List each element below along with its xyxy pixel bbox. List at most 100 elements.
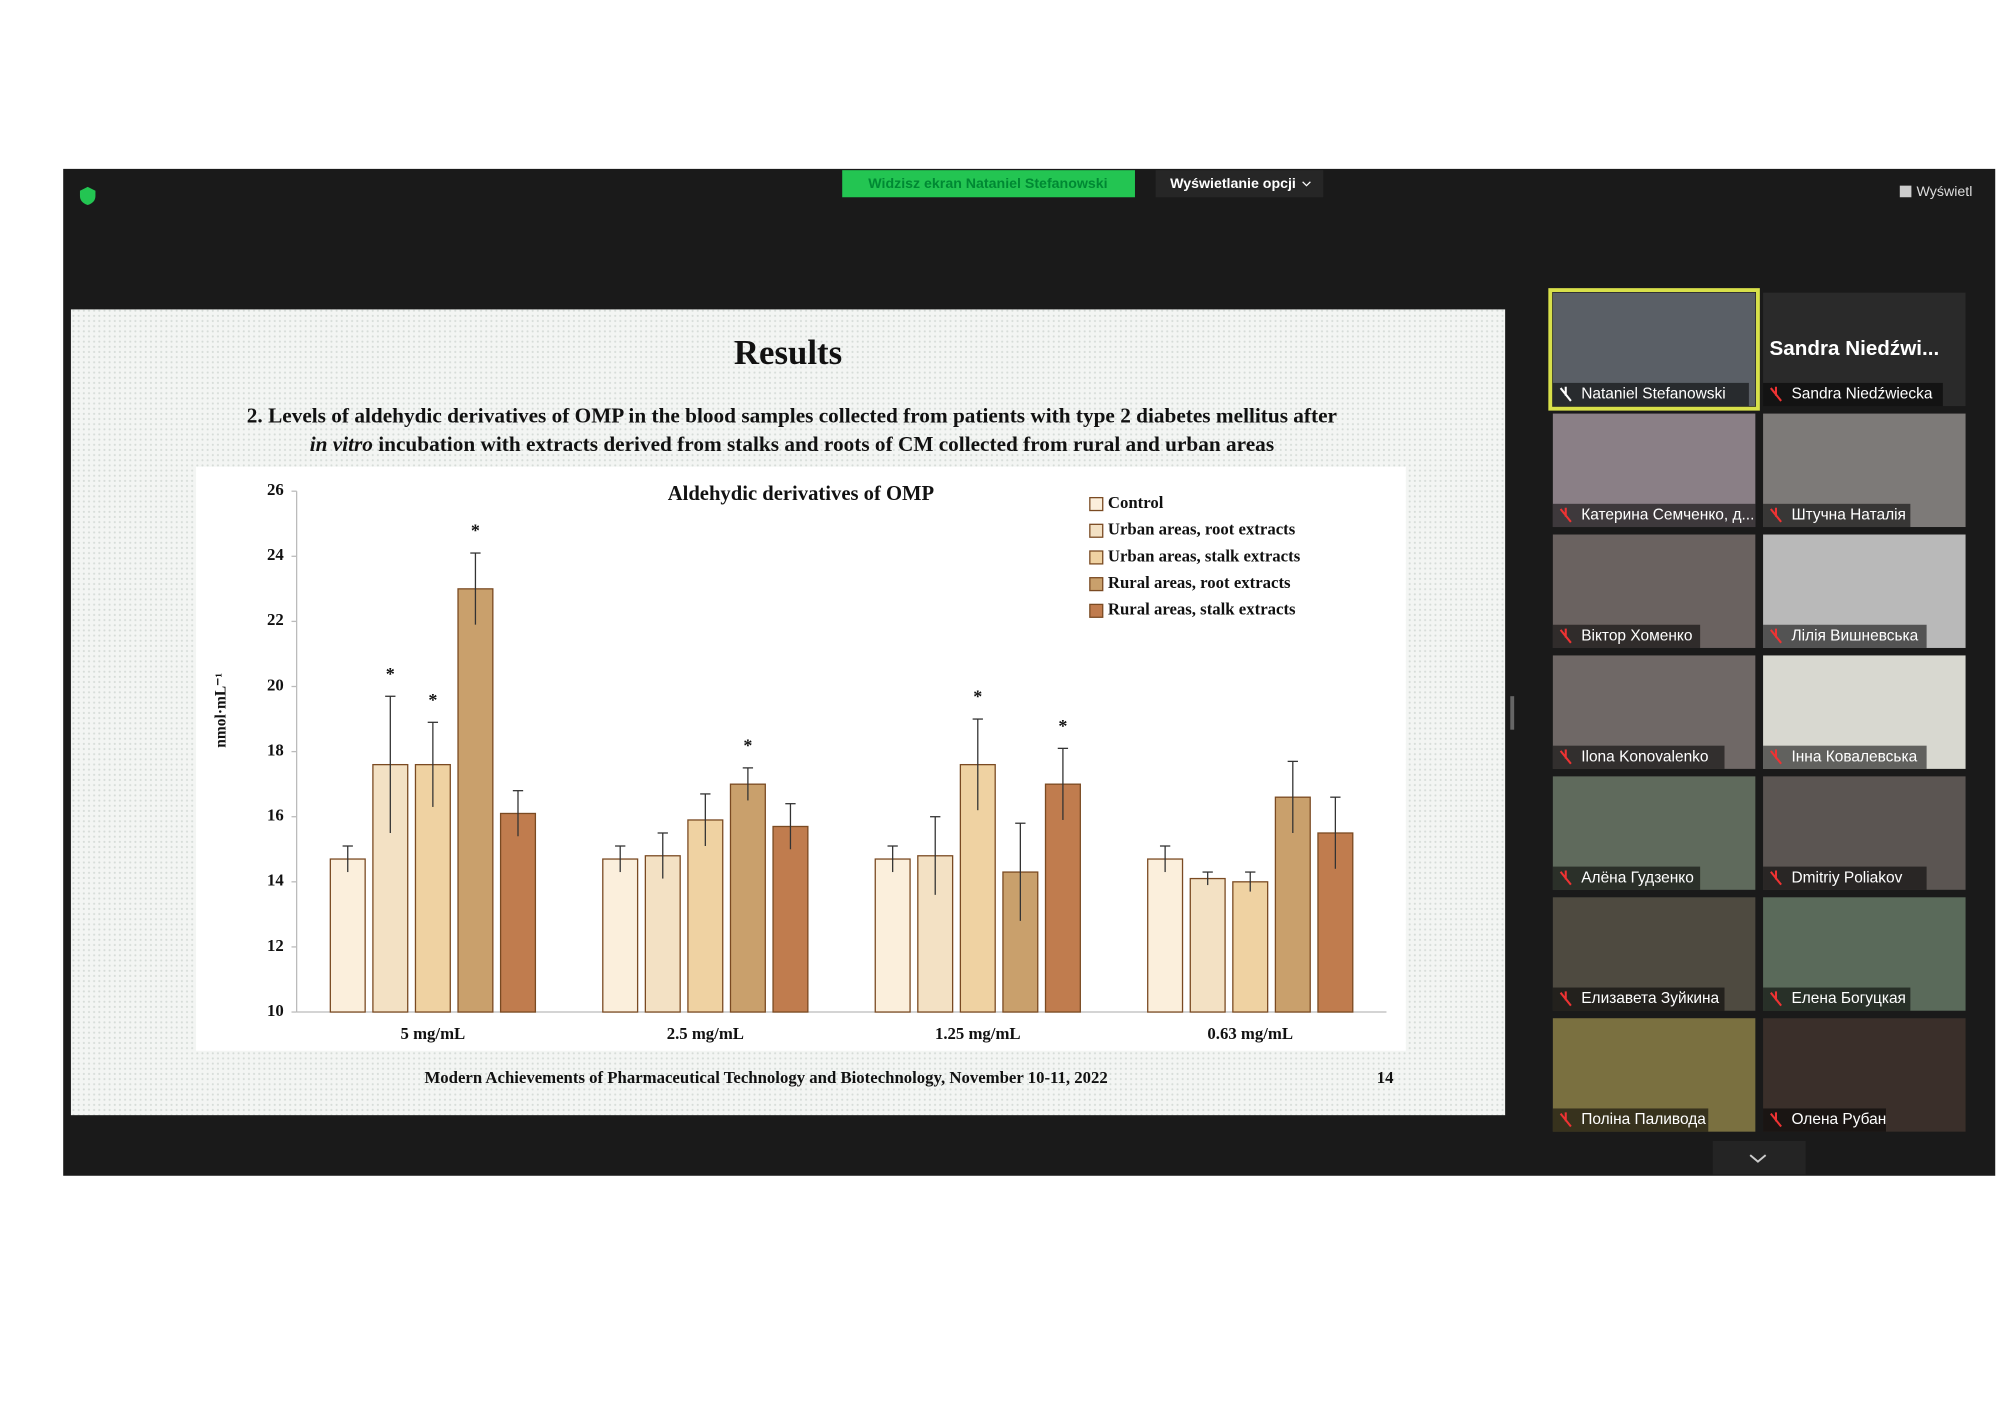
bar — [1189, 877, 1226, 1013]
pin-icon — [1559, 386, 1572, 402]
view-button[interactable]: Wyświetl — [1917, 184, 1973, 200]
security-icon — [79, 186, 96, 205]
participant-name: Sandra Niedźwiecka — [1791, 386, 1932, 403]
bar — [499, 812, 537, 1013]
y-tick-label: 14 — [267, 871, 284, 890]
bar — [772, 825, 809, 1013]
legend-label: Urban areas, root extracts — [1108, 520, 1296, 539]
subtitle-rest: incubation with extracts derived from st… — [373, 432, 1274, 456]
muted-mic-icon — [1559, 507, 1572, 523]
participant-name: Nataniel Stefanowski — [1581, 386, 1725, 403]
name-label-bg — [1763, 987, 1911, 1011]
muted-mic-icon — [1770, 386, 1782, 402]
y-axis-label: nmol·mL⁻¹ — [212, 673, 229, 748]
chevron — [1749, 1154, 1767, 1163]
share-banner — [842, 170, 1135, 198]
legend-swatch — [1089, 523, 1104, 538]
participant-name: Лілія Вишневська — [1791, 627, 1918, 644]
participant-name: Штучна Наталія — [1791, 507, 1905, 524]
participant-gallery: Nataniel Stefanowski Sandra Niedźwi... San… — [1548, 288, 1966, 1132]
significance-marker: * — [1058, 716, 1067, 736]
bar — [729, 783, 766, 1013]
bar — [329, 858, 366, 1013]
view-options-text[interactable]: Wyświetlanie opcji — [1170, 176, 1296, 192]
significance-marker: * — [471, 521, 480, 541]
y-tick-label: 20 — [267, 675, 284, 694]
name-label-bg — [1552, 624, 1701, 648]
y-tick-label: 16 — [267, 806, 284, 825]
bar — [1044, 783, 1081, 1013]
legend-label: Rural areas, stalk extracts — [1108, 600, 1296, 619]
share-banner-text: Widzisz ekran Nataniel Stefanowski — [868, 176, 1107, 192]
participant-name: Олена Рубан — [1791, 1111, 1886, 1128]
legend-swatch — [1089, 550, 1104, 565]
slide-footer: Modern Achievements of Pharmaceutical Te… — [424, 1068, 1107, 1087]
name-label-bg — [1552, 1108, 1709, 1132]
chart-title: Aldehydic derivatives of OMP — [668, 483, 935, 505]
bar — [687, 819, 724, 1013]
name-label-bg — [1763, 745, 1927, 769]
view-icon — [1899, 185, 1912, 198]
bar — [644, 855, 681, 1013]
bar — [457, 588, 494, 1013]
muted-mic-icon — [1770, 870, 1782, 886]
participant-name: Катерина Семченко, д... — [1581, 507, 1754, 524]
participant-name: Dmitriy Poliakov — [1791, 869, 1902, 886]
significance-marker: * — [973, 687, 982, 707]
name-label-bg — [1763, 1108, 1886, 1132]
view-options-button[interactable] — [1155, 170, 1324, 198]
participant-name: Елизавета Зуйкина — [1581, 990, 1719, 1007]
name-label-bg — [1552, 382, 1749, 407]
name-label-bg — [1763, 624, 1927, 648]
participant-name: Поліна Паливода — [1581, 1111, 1706, 1128]
splitter[interactable] — [1510, 696, 1515, 730]
significance-marker: * — [428, 690, 437, 710]
legend-label: Rural areas, root extracts — [1108, 573, 1291, 592]
muted-mic-icon — [1770, 991, 1782, 1007]
muted-mic-icon — [1559, 628, 1572, 644]
bar — [602, 858, 639, 1013]
name-label-bg — [1552, 866, 1701, 890]
muted-mic-icon — [1770, 628, 1782, 644]
participant-name: Віктор Хоменко — [1581, 627, 1692, 644]
muted-mic-icon — [1770, 507, 1782, 523]
muted-mic-icon — [1559, 991, 1572, 1007]
bar — [874, 858, 911, 1013]
y-tick-label: 22 — [267, 610, 284, 629]
name-label-bg — [1552, 503, 1756, 528]
scroll-button[interactable] — [1712, 1140, 1806, 1175]
slide-subtitle: 2. Levels of aldehydic derivatives of OM… — [247, 404, 1337, 428]
y-tick-label: 10 — [267, 1001, 284, 1020]
muted-mic-icon — [1559, 870, 1572, 886]
subtitle-italic: in vitro — [310, 432, 373, 456]
muted-mic-icon — [1770, 1112, 1782, 1128]
participant-name: Елена Богуцкая — [1791, 990, 1905, 1007]
legend-label: Control — [1108, 493, 1164, 512]
active-speaker-border — [1548, 288, 1760, 411]
significance-marker: * — [743, 735, 752, 755]
muted-mic-icon — [1770, 749, 1782, 765]
page-number: 14 — [1377, 1068, 1394, 1087]
participant-name: Інна Ковалевська — [1791, 748, 1917, 765]
bar — [1232, 881, 1269, 1013]
name-label-bg — [1763, 866, 1927, 890]
bar — [1147, 858, 1184, 1013]
muted-mic-icon — [1559, 749, 1572, 765]
legend-label: Urban areas, stalk extracts — [1108, 546, 1301, 565]
featured-name: Sandra Niedźwi... — [1770, 337, 1940, 360]
participant-name: Алёна Гудзенко — [1581, 869, 1694, 886]
chevron — [1302, 181, 1311, 187]
x-tick-label: 2.5 mg/mL — [667, 1024, 744, 1043]
participant-name: Ilona Konovalenko — [1581, 748, 1708, 765]
muted-mic-icon — [1559, 1112, 1572, 1128]
legend-swatch — [1089, 496, 1104, 512]
x-tick-label: 1.25 mg/mL — [935, 1024, 1021, 1043]
name-label-bg — [1552, 745, 1725, 769]
name-label-bg — [1552, 987, 1725, 1011]
slide-subtitle: in vitro incubation with extracts derive… — [310, 432, 1274, 456]
legend-swatch — [1089, 603, 1104, 618]
y-tick-label: 24 — [267, 545, 284, 564]
name-label-bg — [1763, 503, 1911, 528]
